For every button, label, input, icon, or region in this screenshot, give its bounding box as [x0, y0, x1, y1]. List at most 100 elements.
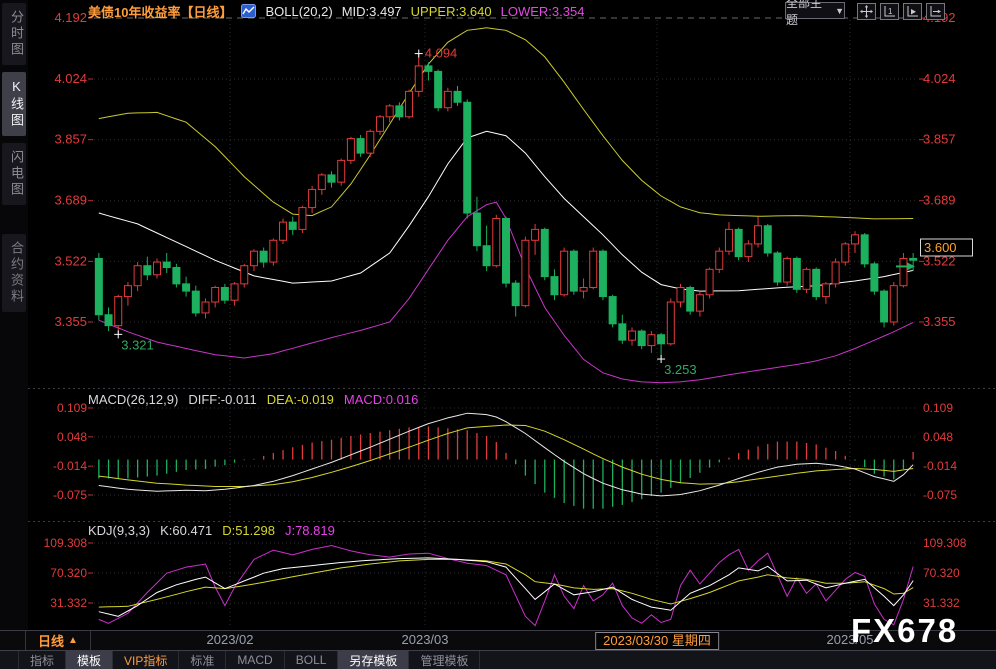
- candle-body: [812, 268, 821, 298]
- candle-body: [783, 257, 792, 283]
- fx678-watermark: FX678: [851, 612, 959, 649]
- candle-body: [211, 286, 220, 303]
- chevron-down-icon: ▼: [835, 5, 844, 16]
- sidebar-item-contract-info[interactable]: 合约资料: [2, 234, 26, 312]
- tab-templates[interactable]: 模板: [66, 651, 114, 669]
- main-axis-label-left: 3.689: [54, 193, 87, 208]
- boll-indicator-icon: [241, 4, 257, 18]
- pivot-label-high: 4.094: [425, 46, 458, 61]
- candle-body: [123, 285, 132, 298]
- macd-axis-label-left: -0.014: [53, 459, 87, 473]
- kdj-axis-label-left: 31.332: [50, 596, 87, 610]
- candle-body: [870, 263, 879, 292]
- candle-body: [201, 301, 210, 314]
- candle-body: [695, 294, 704, 312]
- candle-body: [889, 285, 898, 323]
- main-axis-label-left: 3.355: [54, 314, 87, 329]
- last-price-arrow-head: [907, 262, 915, 271]
- tab-manage-templates[interactable]: 管理模板: [409, 651, 481, 669]
- candle-body: [385, 105, 394, 118]
- svg-text:1: 1: [888, 7, 893, 16]
- candle-body: [492, 217, 501, 267]
- main-axis-label-right: 3.857: [923, 132, 956, 147]
- kdj-k-line: [98, 557, 914, 617]
- candle-body: [162, 261, 171, 269]
- macd-diff-line: [98, 412, 914, 497]
- candle-body: [831, 261, 840, 285]
- selected-date-label: 2023/03/30 星期四: [595, 632, 719, 650]
- macd-axis-label-left: 0.109: [57, 401, 87, 415]
- macd-axis-label-left: 0.048: [57, 430, 87, 444]
- macd-dea-line: [98, 424, 914, 487]
- tab-indicators[interactable]: 指标: [18, 651, 67, 669]
- candle-body: [521, 239, 530, 307]
- kdj-axis-label-left: 109.308: [44, 536, 88, 550]
- left-sidebar: 分时图 K线图 闪电图 合约资料: [0, 0, 28, 630]
- candle-body: [579, 286, 588, 292]
- candle-body: [104, 314, 113, 327]
- crosshair-tool-button[interactable]: [857, 3, 876, 20]
- triangle-up-icon: ▲: [68, 635, 78, 646]
- candle-body: [463, 101, 472, 214]
- candle-body: [94, 257, 103, 316]
- candle-body: [618, 323, 627, 341]
- candle-body: [531, 228, 540, 241]
- sidebar-item-time-chart[interactable]: 分时图: [2, 3, 26, 65]
- candle-body: [647, 334, 656, 347]
- theme-dropdown-label: 全部主题: [786, 0, 823, 27]
- candle-body: [356, 138, 365, 154]
- tab-save-template[interactable]: 另存模板: [338, 651, 410, 669]
- candle-body: [880, 290, 889, 323]
- macd-axis-label-right: -0.075: [923, 488, 957, 502]
- axis-play-icon: [907, 6, 918, 17]
- candle-body: [191, 290, 200, 314]
- macd-axis-label-left: -0.075: [53, 488, 87, 502]
- axis-shift-right-icon: [930, 6, 941, 17]
- boll-upper-value: UPPER:3.640: [410, 3, 492, 19]
- candle-body: [686, 286, 695, 312]
- boll-mid-line: [98, 130, 914, 292]
- tab-boll[interactable]: BOLL: [285, 651, 339, 669]
- candle-body: [628, 330, 637, 341]
- candle-body: [259, 250, 268, 263]
- candle-body: [337, 159, 346, 183]
- kdj-d-line: [98, 558, 914, 608]
- candle-body: [657, 334, 666, 345]
- candle-body: [434, 70, 443, 109]
- sidebar-item-lightning-chart[interactable]: 闪电图: [2, 143, 26, 205]
- kdj-params-label: KDJ(9,3,3): [88, 523, 151, 538]
- candle-body: [511, 282, 520, 307]
- kdj-axis-label-right: 109.308: [923, 536, 967, 550]
- boll-params-label: BOLL(20,2): [265, 3, 333, 19]
- candle-body: [909, 257, 918, 261]
- macd-params-label: MACD(26,12,9): [88, 392, 179, 407]
- period-selector[interactable]: 日线 ▲: [25, 631, 91, 650]
- candle-body: [763, 225, 772, 254]
- candle-body: [802, 268, 811, 290]
- sidebar-item-kline-chart[interactable]: K线图: [2, 72, 26, 136]
- macd-axis-label-right: -0.014: [923, 459, 957, 473]
- current-price-tag-box: [920, 238, 973, 257]
- axis-play-tool-button[interactable]: [903, 3, 922, 20]
- candle-body: [269, 239, 278, 263]
- candle-body: [860, 234, 869, 265]
- axis-scale-tool-button[interactable]: 1: [880, 3, 899, 20]
- axis-shift-tool-button[interactable]: [926, 3, 945, 20]
- candle-body: [637, 330, 646, 347]
- tab-macd[interactable]: MACD: [226, 651, 285, 669]
- candle-body: [608, 296, 617, 325]
- tab-vip-indicators[interactable]: VIP指标: [113, 651, 180, 669]
- candle-body: [220, 286, 229, 301]
- boll-lower-value: LOWER:3.354: [500, 3, 585, 19]
- candle-body: [240, 265, 249, 285]
- candle-body: [375, 116, 384, 132]
- main-axis-label-left: 3.522: [54, 253, 87, 268]
- candle-body: [453, 90, 462, 103]
- tab-standard[interactable]: 标准: [179, 651, 227, 669]
- candle-body: [676, 286, 685, 303]
- theme-dropdown-button[interactable]: 全部主题 ▼: [785, 0, 845, 27]
- boll-upper-line: [98, 27, 914, 220]
- main-axis-label-right: 3.689: [923, 193, 956, 208]
